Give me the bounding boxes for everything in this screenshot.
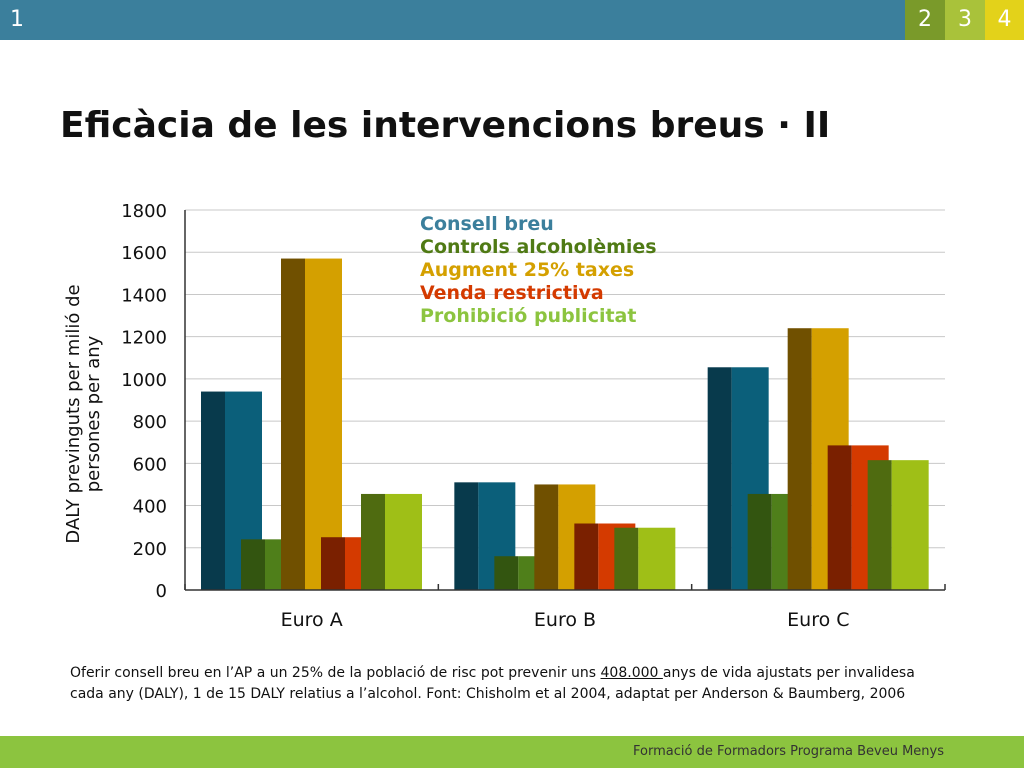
y-tick-label: 0 <box>156 581 167 602</box>
y-tick-label: 600 <box>133 454 167 475</box>
y-tick-label: 1000 <box>121 370 167 391</box>
bar-side <box>827 445 852 590</box>
caption-text-1: Oferir consell breu en l’AP a un 25% de … <box>70 665 601 681</box>
y-tick-label: 800 <box>133 412 167 433</box>
x-tick-label: Euro B <box>534 609 596 631</box>
legend-entry: Controls alcoholèmies <box>420 236 657 258</box>
bar <box>305 258 342 590</box>
bar-side <box>321 537 345 590</box>
bar-side <box>574 523 599 590</box>
bar <box>385 493 422 590</box>
bar-side <box>241 539 265 590</box>
bar-side <box>614 527 639 590</box>
bar-side <box>494 556 519 590</box>
bar-side <box>201 391 225 590</box>
x-tick-label: Euro C <box>787 609 849 631</box>
bar-side <box>281 258 305 590</box>
footer-bar: Formació de Formadors Programa Beveu Men… <box>0 736 1024 768</box>
legend-entry: Consell breu <box>420 213 554 235</box>
bar-side <box>361 493 385 590</box>
footer-text: Formació de Formadors Programa Beveu Men… <box>633 744 944 759</box>
y-tick-label: 1600 <box>121 243 167 264</box>
caption: Oferir consell breu en l’AP a un 25% de … <box>70 663 950 705</box>
bar <box>638 527 676 590</box>
legend-entry: Prohibició publicitat <box>420 305 636 327</box>
section-number-4[interactable]: 4 <box>985 0 1024 40</box>
bar-side <box>707 367 732 590</box>
caption-highlight: 408.000 <box>600 665 663 681</box>
bar-side <box>534 484 559 590</box>
bar <box>891 460 929 590</box>
y-tick-label: 1200 <box>121 328 167 349</box>
legend-entry: Augment 25% taxes <box>420 259 634 281</box>
caption-text-2: anys de vida ajustats per invalidesa cad… <box>70 665 915 702</box>
bar-chart: 0 200 400 600 800 1000 1200 1400 1600 1800 Euro A E… <box>121 201 946 631</box>
bar-side <box>454 482 479 590</box>
y-tick-label: 1400 <box>121 285 167 306</box>
section-number-1[interactable]: 1 <box>10 7 24 32</box>
y-tick-label: 400 <box>133 497 167 518</box>
bar-side <box>787 328 812 590</box>
y-tick-label: 1800 <box>121 201 167 222</box>
top-bar: 1 2 3 4 <box>0 0 1024 40</box>
bar-side <box>747 493 772 590</box>
legend-entry: Venda restrictiva <box>420 282 604 304</box>
section-number-3[interactable]: 3 <box>945 0 985 40</box>
y-tick-label: 200 <box>133 539 167 560</box>
slide-title: Eficàcia de les intervencions breus · II <box>60 105 831 146</box>
section-number-2[interactable]: 2 <box>905 0 945 40</box>
bar-side <box>867 460 892 590</box>
x-tick-label: Euro A <box>281 609 343 631</box>
